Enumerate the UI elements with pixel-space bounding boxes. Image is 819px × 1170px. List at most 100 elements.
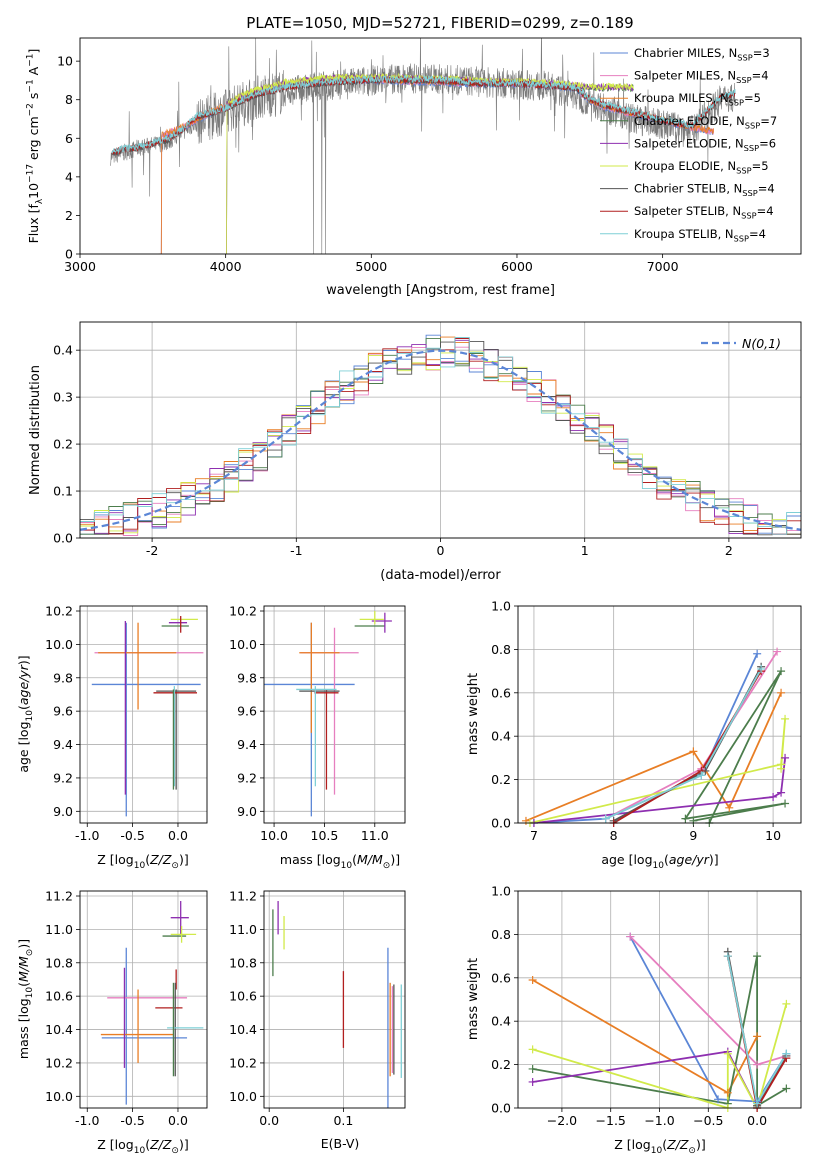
x-tick-label: -1.0: [75, 828, 99, 843]
x-axis-label: (data-model)/error: [380, 568, 501, 583]
weight-marker: [781, 799, 790, 808]
y-tick-label: 0.0: [491, 1101, 511, 1116]
y-tick-label: 10.6: [45, 989, 73, 1004]
y-tick-label: 2: [65, 208, 73, 223]
weight-marker: [689, 816, 698, 825]
weight-marker: [777, 788, 786, 797]
x-tick-label: 3000: [64, 259, 96, 274]
plot-area: [91, 616, 204, 817]
x-axis-label: Z [log10​(Z/Z⊙​)]: [97, 1137, 188, 1156]
model-spectrum-line: [111, 74, 736, 155]
weight-marker: [528, 975, 537, 984]
x-tick-label: -2: [146, 543, 158, 558]
weight-marker: [782, 1049, 791, 1058]
y-tick-label: 9.0: [53, 804, 73, 819]
y-tick-label: 11.2: [229, 889, 257, 904]
weight-marker: [773, 647, 782, 656]
weight-line: [533, 757, 786, 823]
y-tick-label: 10: [57, 54, 73, 69]
y-tick-label: 0.8: [491, 927, 511, 942]
y-tick-label: 9.8: [53, 670, 73, 685]
y-tick-label: 0.1: [53, 484, 73, 499]
weight-marker: [723, 1088, 732, 1097]
legend-entry: Salpeter ELODIE, NSSP​=6: [634, 136, 776, 152]
normal-curve: [80, 349, 801, 531]
y-tick-label: 0.4: [53, 343, 73, 358]
axes-frame: [263, 890, 406, 1109]
weight-marker: [725, 803, 734, 812]
legend-entry: Kroupa ELODIE, NSSP​=5: [634, 159, 769, 175]
y-tick-label: 0.6: [491, 685, 511, 700]
weight-vs-age-panel: 7 8 9 10 0.0 0.2 0.4 0.6 0.8 1.0 age [log10​(age/y…: [466, 599, 802, 871]
y-tick-label: 1.0: [491, 599, 511, 614]
y-tick-label: 9.2: [53, 770, 73, 785]
x-tick-label: 6000: [501, 259, 533, 274]
x-tick-label: -0.5: [120, 828, 144, 843]
legend-entry: Chabrier ELODIE, NSSP​=7: [634, 114, 777, 130]
legend-entry: Kroupa STELIB, NSSP​=4: [634, 227, 766, 243]
x-tick-label: 7: [530, 828, 538, 843]
weight-marker: [782, 999, 791, 1008]
x-tick-label: 0.0: [168, 1113, 188, 1128]
y-tick-label: 0.2: [491, 772, 511, 787]
plot-area: [110, 38, 736, 254]
x-tick-label: −0.5: [693, 1113, 723, 1128]
y-tick-label: 10.6: [229, 989, 257, 1004]
x-tick-label: 11.0: [361, 828, 389, 843]
y-tick-label: 11.0: [229, 922, 257, 937]
weight-marker: [753, 1032, 762, 1041]
y-axis-label: Normed distribution: [28, 365, 43, 495]
y-tick-label: 9.4: [53, 737, 73, 752]
mass-vs-reddening-panel: 0.0 0.1 10.0 10.2 10.4 10.6 10.8 11.0 11.2 E(B-V): [229, 889, 406, 1151]
weight-marker: [714, 1095, 723, 1104]
age-vs-mass-panel: 10.0 10.5 11.0 9.0 9.2 9.4 9.6 9.8 10.0 10.2 mass …: [229, 604, 406, 871]
y-tick-label: 0.8: [491, 642, 511, 657]
weight-vs-metallicity-panel: −2.0 −1.5 −1.0 −0.5 0.0 0.0 0.2 0.4 0.6 0.8 1.0 Z […: [466, 884, 802, 1156]
y-axis-label: mass [log10​(M/M⊙​)]: [16, 939, 35, 1059]
weight-marker: [769, 792, 778, 801]
y-tick-label: 0.2: [53, 437, 73, 452]
plot-area: [100, 901, 204, 1105]
y-tick-label: 9.8: [237, 670, 257, 685]
weight-marker: [753, 1060, 762, 1069]
y-tick-label: 10.8: [229, 955, 257, 970]
y-tick-label: 10.0: [229, 1089, 257, 1104]
legend-entry: Salpeter MILES, NSSP​=4: [634, 69, 769, 85]
weight-marker: [723, 1049, 732, 1058]
x-tick-label: 5000: [355, 259, 387, 274]
weight-marker: [528, 1045, 537, 1054]
axes-frame: [517, 605, 802, 824]
weight-line: [605, 668, 762, 820]
x-tick-label: 9: [689, 828, 697, 843]
axes-frame: [79, 37, 802, 255]
weight-marker: [528, 1077, 537, 1086]
y-tick-label: 0.3: [53, 390, 73, 405]
weight-line: [525, 692, 782, 822]
y-tick-label: 0.0: [491, 816, 511, 831]
legend-entry: Chabrier MILES, NSSP​=3: [634, 46, 770, 62]
plot-area: [272, 901, 402, 1108]
x-tick-label: 0.1: [333, 1113, 353, 1128]
y-tick-label: 9.2: [237, 770, 257, 785]
x-axis-label: Z [log10​(Z/Z⊙​)]: [97, 852, 188, 871]
plot-area: [525, 651, 786, 823]
spectrum-panel: 3000 4000 5000 6000 7000 0 2 4 6 8 10 wavelength [A…: [25, 37, 802, 298]
weight-marker: [521, 816, 530, 825]
residual-histogram-panel: -2 -1 0 1 2 0.0 0.1 0.2 0.3 0.4 (data-model)/error…: [28, 321, 802, 583]
y-tick-label: 10.2: [229, 604, 257, 619]
weight-marker: [782, 1084, 791, 1093]
legend-entry: N(0,1): [742, 336, 781, 351]
model-spectrum-line: [225, 72, 634, 254]
figure-title: PLATE=1050, MJD=52721, FIBERID=0299, z=0…: [246, 14, 633, 32]
y-tick-label: 4: [65, 169, 73, 184]
x-tick-label: -0.5: [120, 1113, 144, 1128]
y-tick-label: 9.0: [237, 804, 257, 819]
x-axis-label: age [log10​(age/yr)]: [601, 852, 718, 871]
legend-entry: Salpeter STELIB, NSSP​=4: [634, 204, 774, 220]
y-tick-label: 10.8: [45, 955, 73, 970]
weight-marker: [626, 932, 635, 941]
x-tick-label: 1: [581, 543, 589, 558]
weight-marker: [601, 814, 610, 823]
x-tick-label: -1.0: [75, 1113, 99, 1128]
x-tick-label: −1.0: [644, 1113, 674, 1128]
